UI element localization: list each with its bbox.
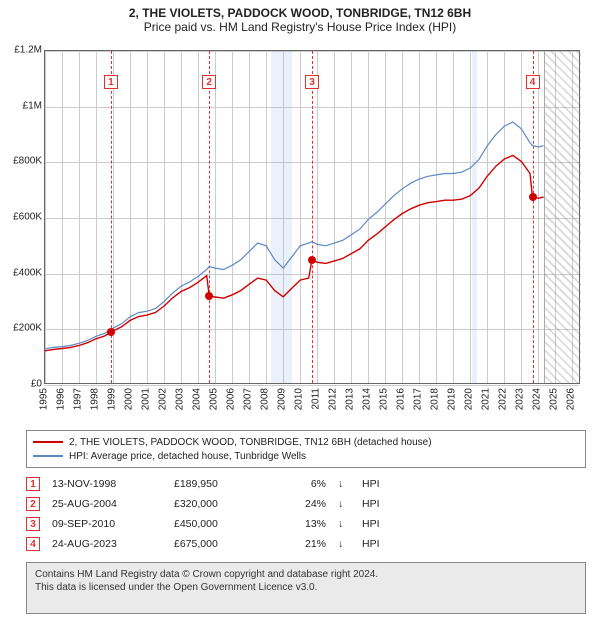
footer-line-2: This data is licensed under the Open Gov…: [35, 581, 577, 594]
transaction-pct: 21%: [276, 538, 326, 550]
transaction-date: 09-SEP-2010: [52, 518, 162, 530]
transactions-table: 1 13-NOV-1998 £189,950 6% ↓ HPI 2 25-AUG-2004 £3…: [26, 474, 586, 554]
sale-dot: [308, 256, 316, 264]
x-axis: 1995199619971998199920002001200220032004…: [44, 384, 580, 428]
transaction-price: £189,950: [174, 478, 264, 490]
xtick-label: 2021: [481, 388, 492, 410]
legend-label-property: 2, THE VIOLETS, PADDOCK WOOD, TONBRIDGE,…: [69, 437, 432, 448]
xtick-label: 2019: [447, 388, 458, 410]
down-arrow-icon: ↓: [338, 518, 350, 530]
xtick-label: 2025: [549, 388, 560, 410]
xtick-label: 2023: [515, 388, 526, 410]
transaction-price: £320,000: [174, 498, 264, 510]
hpi-line: [45, 122, 544, 349]
xtick-label: 2024: [532, 388, 543, 410]
down-arrow-icon: ↓: [338, 478, 350, 490]
sale-dot: [529, 193, 537, 201]
footer-line-1: Contains HM Land Registry data © Crown c…: [35, 568, 577, 581]
transaction-price: £675,000: [174, 538, 264, 550]
xtick-label: 2003: [175, 388, 186, 410]
sale-dot: [205, 292, 213, 300]
xtick-label: 2022: [498, 388, 509, 410]
sale-dot: [107, 328, 115, 336]
table-row: 3 09-SEP-2010 £450,000 13% ↓ HPI: [26, 514, 586, 534]
xtick-label: 2015: [379, 388, 390, 410]
xtick-label: 2020: [464, 388, 475, 410]
transaction-date: 24-AUG-2023: [52, 538, 162, 550]
transaction-pct: 6%: [276, 478, 326, 490]
ytick-label: £600K: [0, 212, 42, 223]
transaction-number-box: 2: [26, 497, 40, 511]
xtick-label: 2013: [345, 388, 356, 410]
legend-label-hpi: HPI: Average price, detached house, Tunb…: [69, 451, 306, 462]
transaction-price: £450,000: [174, 518, 264, 530]
legend-row-property: 2, THE VIOLETS, PADDOCK WOOD, TONBRIDGE,…: [33, 435, 579, 449]
ytick-label: £1.2M: [0, 45, 42, 56]
ytick-label: £800K: [0, 156, 42, 167]
xtick-label: 2016: [396, 388, 407, 410]
transaction-number-box: 1: [26, 477, 40, 491]
xtick-label: 2006: [226, 388, 237, 410]
xtick-label: 2007: [243, 388, 254, 410]
page-subtitle: Price paid vs. HM Land Registry's House …: [0, 20, 600, 38]
xtick-label: 1998: [90, 388, 101, 410]
xtick-label: 2002: [158, 388, 169, 410]
xtick-label: 2008: [260, 388, 271, 410]
xtick-label: 2012: [328, 388, 339, 410]
xtick-label: 2017: [413, 388, 424, 410]
transaction-pct: 13%: [276, 518, 326, 530]
ytick-label: £200K: [0, 323, 42, 334]
xtick-label: 2011: [311, 388, 322, 410]
down-arrow-icon: ↓: [338, 498, 350, 510]
legend-swatch-property: [33, 441, 63, 443]
legend-row-hpi: HPI: Average price, detached house, Tunb…: [33, 449, 579, 463]
xtick-label: 2009: [277, 388, 288, 410]
y-axis: £0£200K£400K£600K£800K£1M£1.2M: [0, 50, 44, 384]
chart-svg: [45, 51, 581, 385]
table-row: 2 25-AUG-2004 £320,000 24% ↓ HPI: [26, 494, 586, 514]
legend-box: 2, THE VIOLETS, PADDOCK WOOD, TONBRIDGE,…: [26, 430, 586, 468]
transaction-hpi-label: HPI: [362, 498, 392, 510]
transaction-hpi-label: HPI: [362, 538, 392, 550]
transaction-number-box: 4: [26, 537, 40, 551]
transaction-number-box: 3: [26, 517, 40, 531]
ytick-label: £400K: [0, 267, 42, 278]
xtick-label: 2026: [566, 388, 577, 410]
down-arrow-icon: ↓: [338, 538, 350, 550]
xtick-label: 2004: [192, 388, 203, 410]
transaction-pct: 24%: [276, 498, 326, 510]
transaction-hpi-label: HPI: [362, 478, 392, 490]
transaction-date: 13-NOV-1998: [52, 478, 162, 490]
xtick-label: 2010: [294, 388, 305, 410]
footer-box: Contains HM Land Registry data © Crown c…: [26, 562, 586, 614]
page-title: 2, THE VIOLETS, PADDOCK WOOD, TONBRIDGE,…: [0, 0, 600, 20]
table-row: 4 24-AUG-2023 £675,000 21% ↓ HPI: [26, 534, 586, 554]
ytick-label: £1M: [0, 100, 42, 111]
ytick-label: £0: [0, 379, 42, 390]
xtick-label: 1999: [107, 388, 118, 410]
xtick-label: 2005: [209, 388, 220, 410]
xtick-label: 2000: [124, 388, 135, 410]
xtick-label: 1997: [73, 388, 84, 410]
chart-plot-area: 1234: [44, 50, 580, 384]
legend-swatch-hpi: [33, 455, 63, 457]
xtick-label: 1995: [39, 388, 50, 410]
transaction-date: 25-AUG-2004: [52, 498, 162, 510]
xtick-label: 2001: [141, 388, 152, 410]
table-row: 1 13-NOV-1998 £189,950 6% ↓ HPI: [26, 474, 586, 494]
xtick-label: 2014: [362, 388, 373, 410]
xtick-label: 2018: [430, 388, 441, 410]
xtick-label: 1996: [56, 388, 67, 410]
transaction-hpi-label: HPI: [362, 518, 392, 530]
